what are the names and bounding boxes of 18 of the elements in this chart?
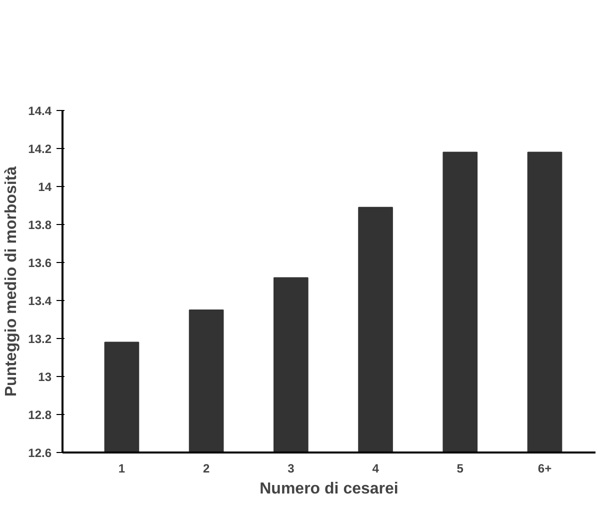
x-tick-label: 3 [288,462,295,476]
x-tick-label: 4 [372,462,380,476]
x-tick-label: 5 [456,462,464,476]
y-tick-label: 13.6 [28,256,52,270]
y-tick-label: 13 [38,370,52,384]
y-tick-label: 12.6 [28,446,52,460]
x-tick-label: 2 [202,462,210,476]
x-tick-label: 6+ [538,462,552,476]
y-tick-label: 14.4 [28,104,52,118]
x-axis-title: Numero di cesarei [260,480,398,498]
y-axis-title: Punteggio medio di morbosità [3,166,20,397]
y-tick-label: 14.2 [28,142,52,156]
y-tick-label: 14 [38,180,52,194]
x-tick-label: 1 [118,462,126,476]
y-tick-label: 13.4 [28,294,52,308]
y-tick-label: 13.8 [28,218,52,232]
y-tick-label: 13.2 [28,332,52,346]
y-tick-label: 12.8 [28,408,52,422]
